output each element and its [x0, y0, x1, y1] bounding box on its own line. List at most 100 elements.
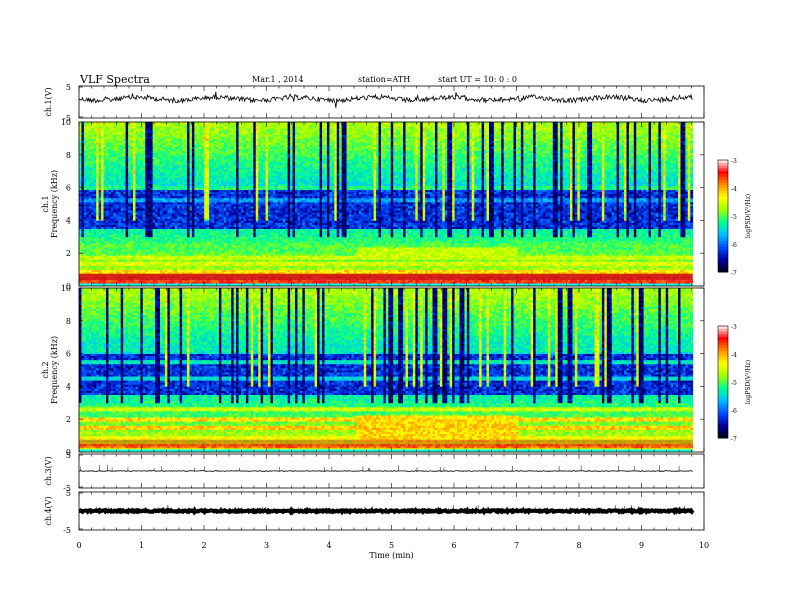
ch1-spectrogram-cell — [130, 253, 134, 256]
ch1-spectrogram-cell — [118, 208, 122, 211]
ch1-spectrogram-cell — [101, 257, 104, 260]
ch1-spectrogram-cell — [96, 193, 100, 197]
ch1-spectrogram-cell — [79, 171, 82, 174]
ch1-spectrogram-cell — [115, 152, 119, 156]
ch1-spectrogram-cell — [110, 265, 114, 268]
ch1-spectrogram-cell — [91, 187, 95, 191]
ch1-spectrogram-cell — [96, 189, 100, 193]
ch1-spectrogram-cell — [86, 187, 90, 191]
ch1-spectrogram-cell — [115, 181, 119, 184]
ch1-spectrogram-cell — [83, 171, 87, 174]
ch1-spectrogram-cell — [96, 201, 100, 205]
ch1-spectrogram-cell — [128, 140, 131, 143]
ch1-spectrogram-cell — [123, 156, 127, 160]
ch1-spectrogram-cell — [113, 183, 117, 186]
ch1-spectrogram-cell — [120, 257, 124, 260]
ch1-spectrogram-cell — [79, 267, 82, 270]
ch1-spectrogram-cell — [120, 124, 124, 127]
ch1-spectrogram-cell — [88, 173, 92, 176]
ch1-spectrogram-cell — [108, 136, 112, 139]
ch1-spectrogram-cell — [101, 214, 104, 217]
ch1-spectrogram-cell — [120, 212, 124, 215]
ch1-spectrogram-cell — [120, 144, 124, 147]
ch1-spectrogram-cell — [103, 148, 107, 152]
ch1-spectrogram-cell — [118, 271, 122, 275]
ch1-spectrogram-cell — [120, 234, 124, 238]
ch1-spectrogram-cell — [86, 152, 90, 156]
ch1-spectrogram-cell — [113, 279, 117, 283]
ch1-spectrogram-cell — [93, 195, 97, 199]
ch1-spectrogram-cell — [113, 122, 117, 125]
ch1-spectrogram-cell — [88, 193, 92, 197]
ch1-spectrogram-cell — [79, 259, 82, 262]
ch1-spectrogram-cell — [120, 199, 124, 203]
ch1-spectrogram-cell — [98, 124, 102, 127]
ch1-spectrogram-cell — [118, 146, 122, 150]
ch1-spectrogram-cell — [81, 181, 85, 184]
ch1-spectrogram-cell — [108, 240, 112, 244]
ch1-spectrogram-cell — [88, 148, 92, 152]
ch1-spectrogram-cell — [115, 236, 119, 240]
ch1-spectrogram-cell — [96, 236, 100, 240]
ch1-spectrogram-cell — [108, 265, 112, 268]
ch1-spectrogram-cell — [108, 140, 112, 143]
ch1-spectrogram-cell — [101, 245, 104, 248]
ch1-spectrogram-cell — [108, 267, 112, 270]
ch1-spectrogram-cell — [96, 281, 100, 285]
ch1-spectrogram-cell — [101, 173, 104, 176]
ch1-spectrogram-cell — [120, 204, 124, 207]
ch1-spectrogram-cell — [98, 212, 102, 215]
ch1-spectrogram-cell — [88, 146, 92, 150]
ch1-spectrogram-cell — [106, 165, 109, 168]
ch1-spectrogram-cell — [108, 150, 112, 154]
ch1-spectrogram-cell — [103, 187, 107, 191]
ch1-spectrogram-cell — [113, 234, 117, 238]
ch1-spectrogram-cell — [123, 236, 127, 240]
ch1-spectrogram-cell — [81, 218, 85, 221]
ch1-spectrogram-cell — [88, 267, 92, 270]
ch1-spectrogram-cell — [103, 197, 107, 201]
ch1-spectrogram-cell — [118, 232, 122, 236]
ch1-spectrogram-cell — [98, 218, 102, 221]
ch1-spectrogram-cell — [91, 150, 95, 154]
ch1-spectrogram-cell — [93, 156, 97, 160]
ch1-spectrogram-cell — [91, 232, 95, 236]
ch1-spectrogram-cell — [96, 177, 100, 180]
ch1-spectrogram-cell — [81, 240, 85, 244]
ch1-spectrogram-cell — [118, 167, 122, 170]
ch1-spectrogram-cell — [79, 242, 82, 246]
ch1-spectrogram-cell — [120, 195, 124, 199]
ch1-spectrogram-cell — [115, 222, 119, 225]
ch1-spectrogram-cell — [106, 152, 109, 156]
ch1-spectrogram-cell — [118, 169, 122, 172]
ch1-spectrogram-cell — [125, 226, 129, 229]
ch1-spectrogram-cell — [123, 232, 127, 236]
ch1-spectrogram-cell — [128, 281, 131, 285]
ch1-spectrogram-cell — [88, 122, 92, 125]
ch1-spectrogram-cell — [79, 191, 82, 195]
ch1-spectrogram-cell — [120, 179, 124, 182]
ch1-spectrogram-cell — [123, 257, 127, 260]
ch1-spectrogram-cell — [96, 224, 100, 227]
ch1-spectrogram-cell — [93, 148, 97, 152]
ch1-spectrogram-cell — [83, 269, 87, 273]
ch1-spectrogram-cell — [128, 152, 131, 156]
ch1-spectrogram-cell — [81, 152, 85, 156]
ch1-spectrogram-cell — [113, 242, 117, 246]
ch1-spectrogram-cell — [118, 240, 122, 244]
ch1-spectrogram-cell — [110, 253, 114, 256]
ch1-spectrogram-cell — [79, 212, 82, 215]
ch1-spectrogram-cell — [79, 224, 82, 227]
ch1-spectrogram-cell — [93, 122, 97, 125]
ch1-spectrogram-cell — [110, 259, 114, 262]
ch1-spectrogram-cell — [88, 132, 92, 135]
ch1-spectrogram-cell — [98, 126, 102, 129]
ch1-spectrogram-cell — [103, 210, 107, 213]
ch1-spectrogram-cell — [108, 218, 112, 221]
ch1-spectrogram-cell — [79, 208, 82, 211]
ch1-spectrogram-cell — [118, 228, 122, 232]
ch1-spectrogram-cell — [86, 122, 90, 125]
ch1-spectrogram-cell — [96, 136, 100, 139]
ch1-spectrogram-cell — [103, 171, 107, 174]
ch1-spectrogram-cell — [125, 240, 129, 244]
